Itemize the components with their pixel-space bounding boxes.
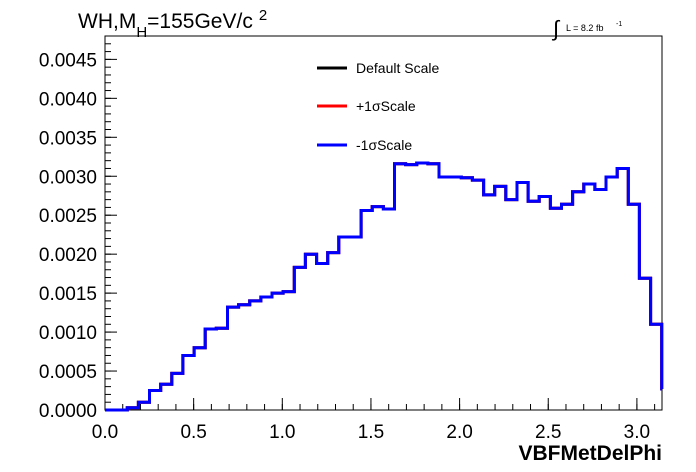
- y-tick-label: 0.0015: [39, 284, 97, 305]
- y-tick-label: 0.0045: [39, 50, 97, 71]
- x-tick-label: 1.5: [358, 422, 384, 443]
- y-tick-label: 0.0025: [39, 206, 97, 227]
- x-tick-label: 0.0: [92, 422, 118, 443]
- axes: 0.00000.00050.00100.00150.00200.00250.00…: [39, 35, 656, 443]
- series-3-line: [105, 161, 664, 412]
- x-tick-label: 2.5: [535, 422, 561, 443]
- x-tick-label: 0.5: [180, 422, 206, 443]
- legend-label-2: +1σScale: [356, 98, 416, 114]
- plot-frame: [104, 35, 663, 411]
- chart-title: WH,MH=155GeV/c 2: [78, 7, 267, 41]
- legend-label-3: -1σScale: [356, 137, 412, 153]
- y-tick-label: 0.0010: [39, 323, 97, 344]
- luminosity-superscript: -1: [616, 21, 622, 28]
- y-tick-label: 0.0035: [39, 128, 97, 149]
- luminosity-label: ∫ L = 8.2 fb -1: [551, 16, 622, 41]
- title-rest: =155GeV/c: [147, 10, 253, 33]
- legend-label-1: Default Scale: [356, 60, 439, 76]
- integral-symbol: ∫: [551, 16, 561, 41]
- y-tick-label: 0.0040: [39, 89, 97, 110]
- y-tick-label: 0.0020: [39, 245, 97, 266]
- legend: Default Scale +1σScale -1σScale: [317, 60, 439, 153]
- x-axis-label: VBFMetDelPhi: [518, 442, 662, 465]
- y-tick-label: 0.0030: [39, 167, 97, 188]
- x-tick-label: 1.0: [269, 422, 295, 443]
- x-tick-label: 3.0: [624, 422, 650, 443]
- y-tick-label: 0.0005: [39, 362, 97, 383]
- series-layer: [105, 161, 664, 412]
- series-2-line: [105, 161, 664, 412]
- title-subscript: H: [136, 24, 147, 41]
- title-main: WH,M: [78, 10, 136, 33]
- series-1-line: [105, 161, 664, 412]
- title-superscript: 2: [259, 7, 267, 24]
- y-tick-label: 0.0000: [39, 401, 97, 422]
- luminosity-text: L = 8.2 fb: [566, 23, 603, 33]
- x-tick-label: 2.0: [446, 422, 472, 443]
